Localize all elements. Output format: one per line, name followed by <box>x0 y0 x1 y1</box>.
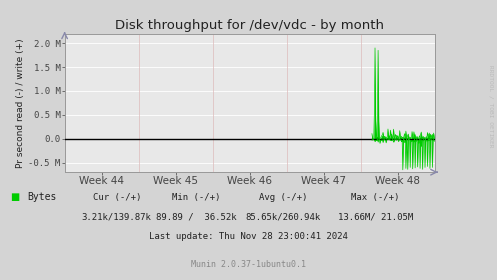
Text: RRDTOOL / TOBI OETIKER: RRDTOOL / TOBI OETIKER <box>488 65 493 148</box>
Text: Munin 2.0.37-1ubuntu0.1: Munin 2.0.37-1ubuntu0.1 <box>191 260 306 269</box>
Text: Avg (-/+): Avg (-/+) <box>259 193 308 202</box>
Text: Last update: Thu Nov 28 23:00:41 2024: Last update: Thu Nov 28 23:00:41 2024 <box>149 232 348 241</box>
Text: 3.21k/139.87k: 3.21k/139.87k <box>82 213 152 221</box>
Text: Bytes: Bytes <box>27 192 57 202</box>
Title: Disk throughput for /dev/vdc - by month: Disk throughput for /dev/vdc - by month <box>115 19 384 32</box>
Text: Max (-/+): Max (-/+) <box>351 193 400 202</box>
Text: 85.65k/260.94k: 85.65k/260.94k <box>246 213 321 221</box>
Y-axis label: Pr second read (-) / write (+): Pr second read (-) / write (+) <box>16 38 25 168</box>
Text: Min (-/+): Min (-/+) <box>172 193 221 202</box>
Text: 89.89 /  36.52k: 89.89 / 36.52k <box>156 213 237 221</box>
Text: ■: ■ <box>10 192 19 202</box>
Text: Cur (-/+): Cur (-/+) <box>92 193 141 202</box>
Text: 13.66M/ 21.05M: 13.66M/ 21.05M <box>337 213 413 221</box>
